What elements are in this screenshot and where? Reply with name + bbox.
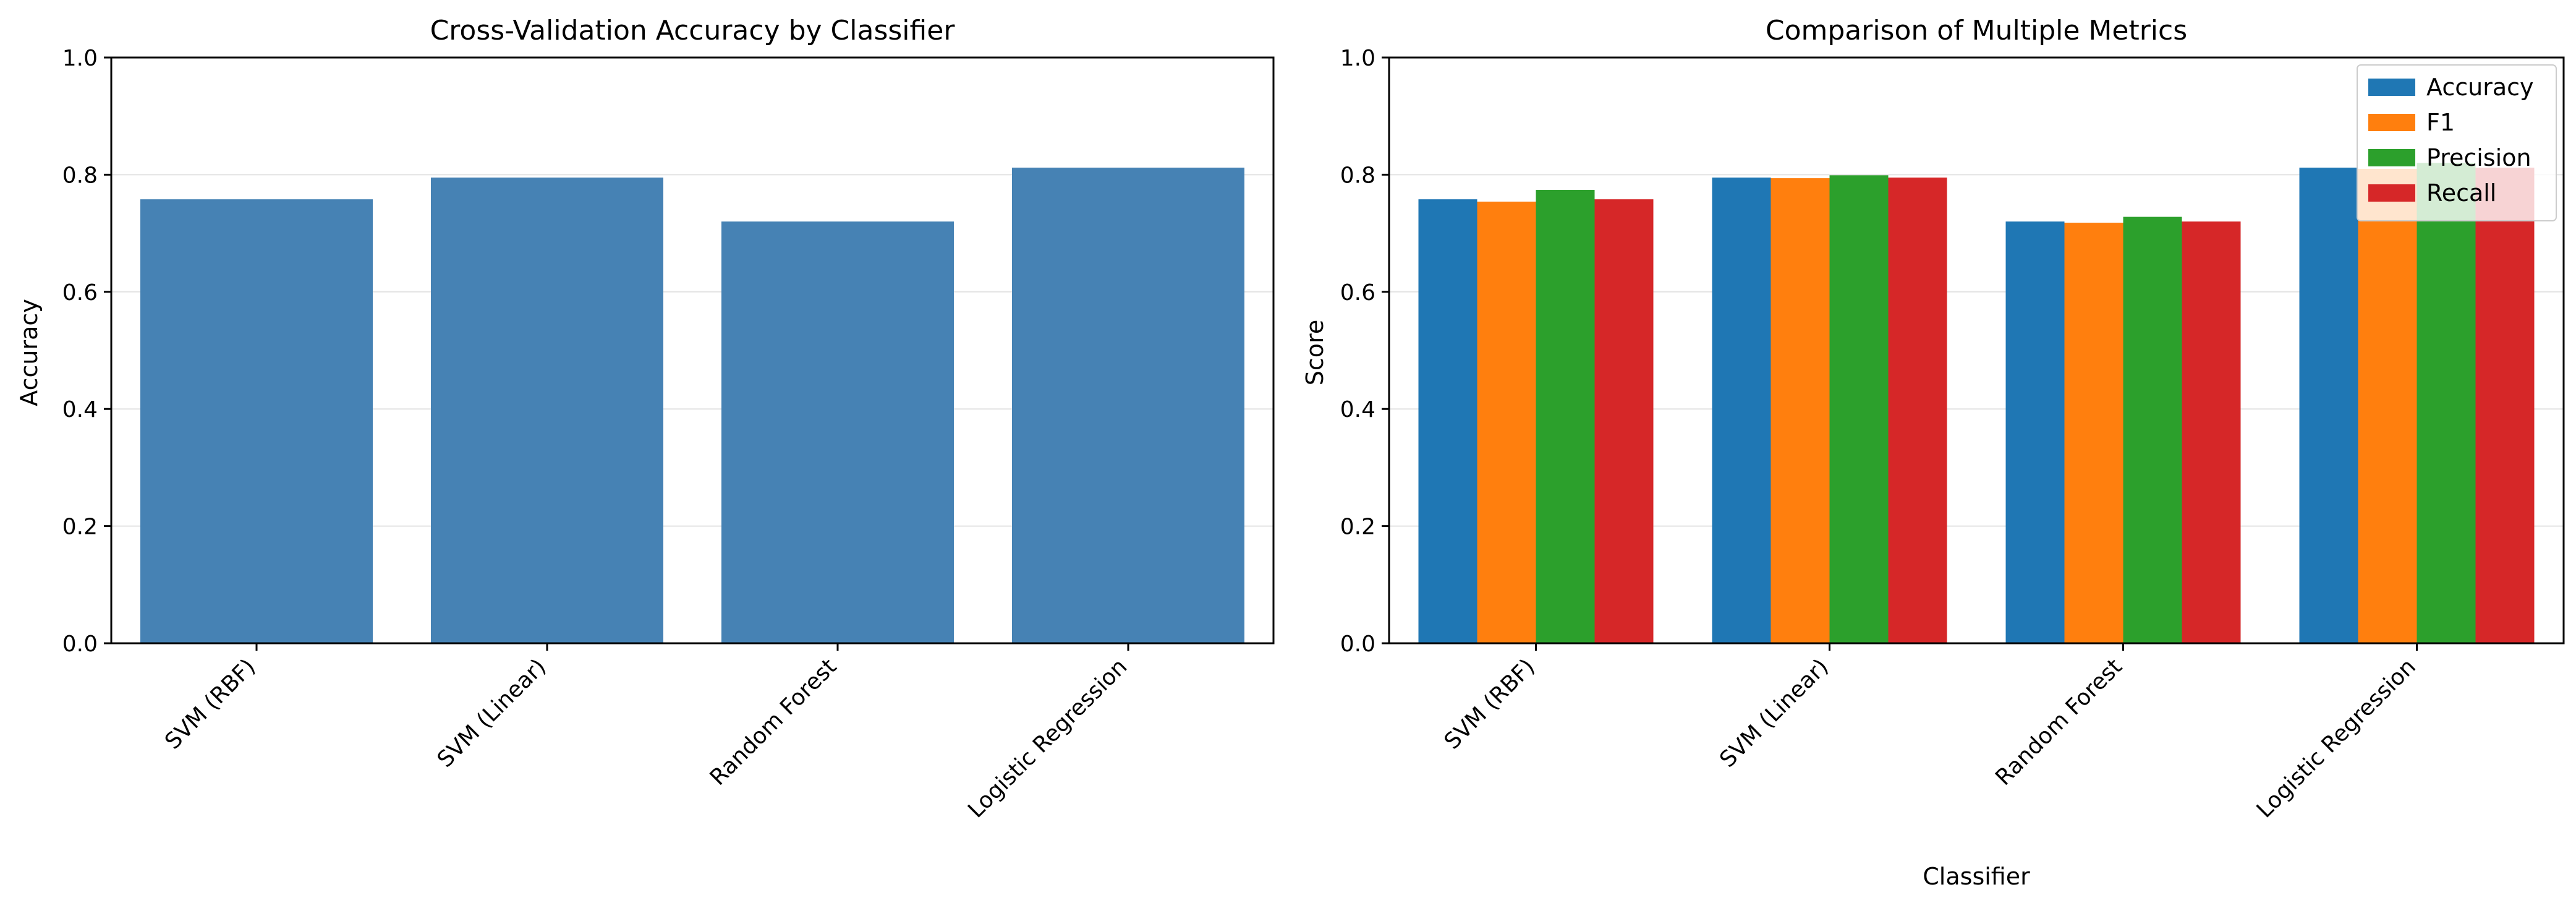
metrics-chart: Comparison of Multiple Metrics Score Cla… — [1301, 15, 2565, 890]
x-tick-label: SVM (Linear) — [1715, 654, 1834, 773]
bar-f1-svm-rbf — [1477, 201, 1536, 643]
bar-value-logistic-regression — [1012, 168, 1244, 643]
x-axis-label: Classifier — [1923, 863, 2030, 890]
legend-swatch-f1 — [2368, 114, 2415, 131]
y-ticks: 0.0 0.2 0.4 0.6 0.8 1.0 — [1340, 46, 1389, 657]
y-tick-label: 1.0 — [1340, 46, 1375, 71]
x-tick-label: Random Forest — [1991, 654, 2127, 790]
bar-accuracy-svm-linear — [1712, 178, 1771, 643]
x-tick-label: Logistic Regression — [2252, 654, 2421, 823]
y-tick-label: 0.8 — [1340, 163, 1375, 188]
x-tick-label: Random Forest — [705, 654, 842, 790]
x-tick-label: SVM (RBF) — [160, 654, 260, 754]
legend-swatch-accuracy — [2368, 79, 2415, 96]
legend: Accuracy F1 Precision Recall — [2357, 64, 2557, 221]
bar-value-svm-linear — [431, 178, 663, 643]
bar-f1-svm-linear — [1770, 178, 1830, 643]
x-ticks: SVM (RBF) SVM (Linear) Random Forest Logist… — [160, 643, 1132, 823]
y-tick-label: 0.6 — [1340, 280, 1375, 306]
bar-accuracy-svm-rbf — [1418, 199, 1477, 643]
legend-swatch-recall — [2368, 184, 2415, 202]
y-tick-label: 0.0 — [1340, 632, 1375, 657]
bar-recall-random-forest — [2182, 221, 2241, 643]
chart-title: Cross-Validation Accuracy by Classifier — [430, 15, 956, 46]
bar-value-random-forest — [721, 221, 954, 643]
bar-precision-logistic-regression — [2417, 163, 2476, 644]
legend-label-accuracy: Accuracy — [2426, 74, 2534, 101]
plot-frame — [1388, 56, 2565, 645]
y-tick-label: 1.0 — [62, 46, 98, 71]
chart-title: Comparison of Multiple Metrics — [1766, 15, 2187, 46]
bar-precision-svm-rbf — [1536, 190, 1595, 644]
y-tick-label: 0.2 — [62, 515, 98, 540]
bars — [1418, 163, 2535, 644]
bar-recall-svm-rbf — [1594, 199, 1654, 643]
bar-recall-logistic-regression — [2475, 168, 2535, 643]
bar-recall-svm-linear — [1888, 178, 1947, 643]
x-tick-label: SVM (RBF) — [1440, 654, 1540, 754]
legend-label-precision: Precision — [2426, 144, 2531, 171]
bar-value-svm-rbf — [140, 199, 373, 643]
legend-swatch-precision — [2368, 149, 2415, 166]
bar-f1-logistic-regression — [2358, 168, 2417, 643]
x-ticks: SVM (RBF) SVM (Linear) Random Forest Logist… — [1440, 643, 2421, 823]
legend-label-recall: Recall — [2426, 179, 2496, 207]
y-axis-label: Accuracy — [15, 299, 43, 406]
y-tick-label: 0.0 — [62, 632, 98, 657]
x-tick-label: Logistic Regression — [963, 654, 1132, 823]
y-axis-label: Score — [1301, 320, 1328, 385]
bar-precision-svm-linear — [1829, 175, 1889, 643]
legend-label-f1: F1 — [2426, 109, 2455, 136]
bar-accuracy-random-forest — [2005, 221, 2065, 643]
y-tick-label: 0.6 — [62, 280, 98, 306]
legend-box — [2357, 64, 2557, 221]
x-tick-label: SVM (Linear) — [433, 654, 551, 773]
plot-frame — [110, 56, 1275, 645]
bar-precision-random-forest — [2123, 216, 2182, 644]
y-tick-label: 0.8 — [62, 163, 98, 188]
bar-accuracy-logistic-regression — [2299, 168, 2358, 643]
bar-f1-random-forest — [2064, 223, 2123, 644]
y-tick-label: 0.2 — [1340, 515, 1375, 540]
y-ticks: 0.0 0.2 0.4 0.6 0.8 1.0 — [62, 46, 111, 657]
y-tick-label: 0.4 — [1340, 397, 1375, 422]
accuracy-chart: Cross-Validation Accuracy by Classifier … — [15, 15, 1275, 823]
y-tick-label: 0.4 — [62, 397, 98, 422]
bars — [140, 168, 1244, 643]
